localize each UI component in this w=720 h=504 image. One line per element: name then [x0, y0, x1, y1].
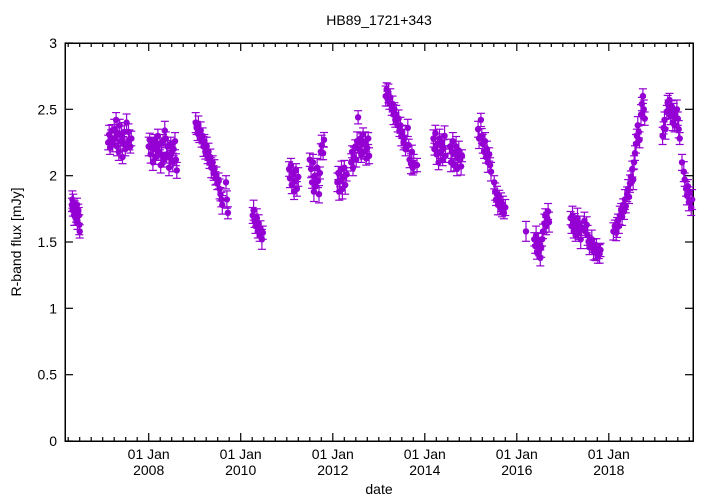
svg-text:2012: 2012 — [317, 462, 348, 478]
svg-text:0.5: 0.5 — [38, 367, 58, 383]
svg-text:1: 1 — [49, 300, 57, 316]
x-axis-title: date — [365, 481, 393, 497]
svg-text:3: 3 — [49, 35, 57, 51]
svg-text:2014: 2014 — [409, 462, 440, 478]
svg-text:01 Jan: 01 Jan — [312, 446, 354, 462]
svg-text:2008: 2008 — [133, 462, 164, 478]
svg-text:2: 2 — [49, 168, 57, 184]
svg-text:2016: 2016 — [501, 462, 532, 478]
svg-text:0: 0 — [49, 433, 57, 449]
svg-text:2010: 2010 — [225, 462, 256, 478]
svg-text:01 Jan: 01 Jan — [496, 446, 538, 462]
svg-text:2.5: 2.5 — [38, 101, 58, 117]
svg-text:01 Jan: 01 Jan — [588, 446, 630, 462]
svg-text:2018: 2018 — [593, 462, 624, 478]
svg-text:01 Jan: 01 Jan — [128, 446, 170, 462]
svg-text:1.5: 1.5 — [38, 234, 58, 250]
svg-text:01 Jan: 01 Jan — [404, 446, 446, 462]
chart-title: HB89_1721+343 — [326, 12, 432, 28]
svg-text:01 Jan: 01 Jan — [220, 446, 262, 462]
